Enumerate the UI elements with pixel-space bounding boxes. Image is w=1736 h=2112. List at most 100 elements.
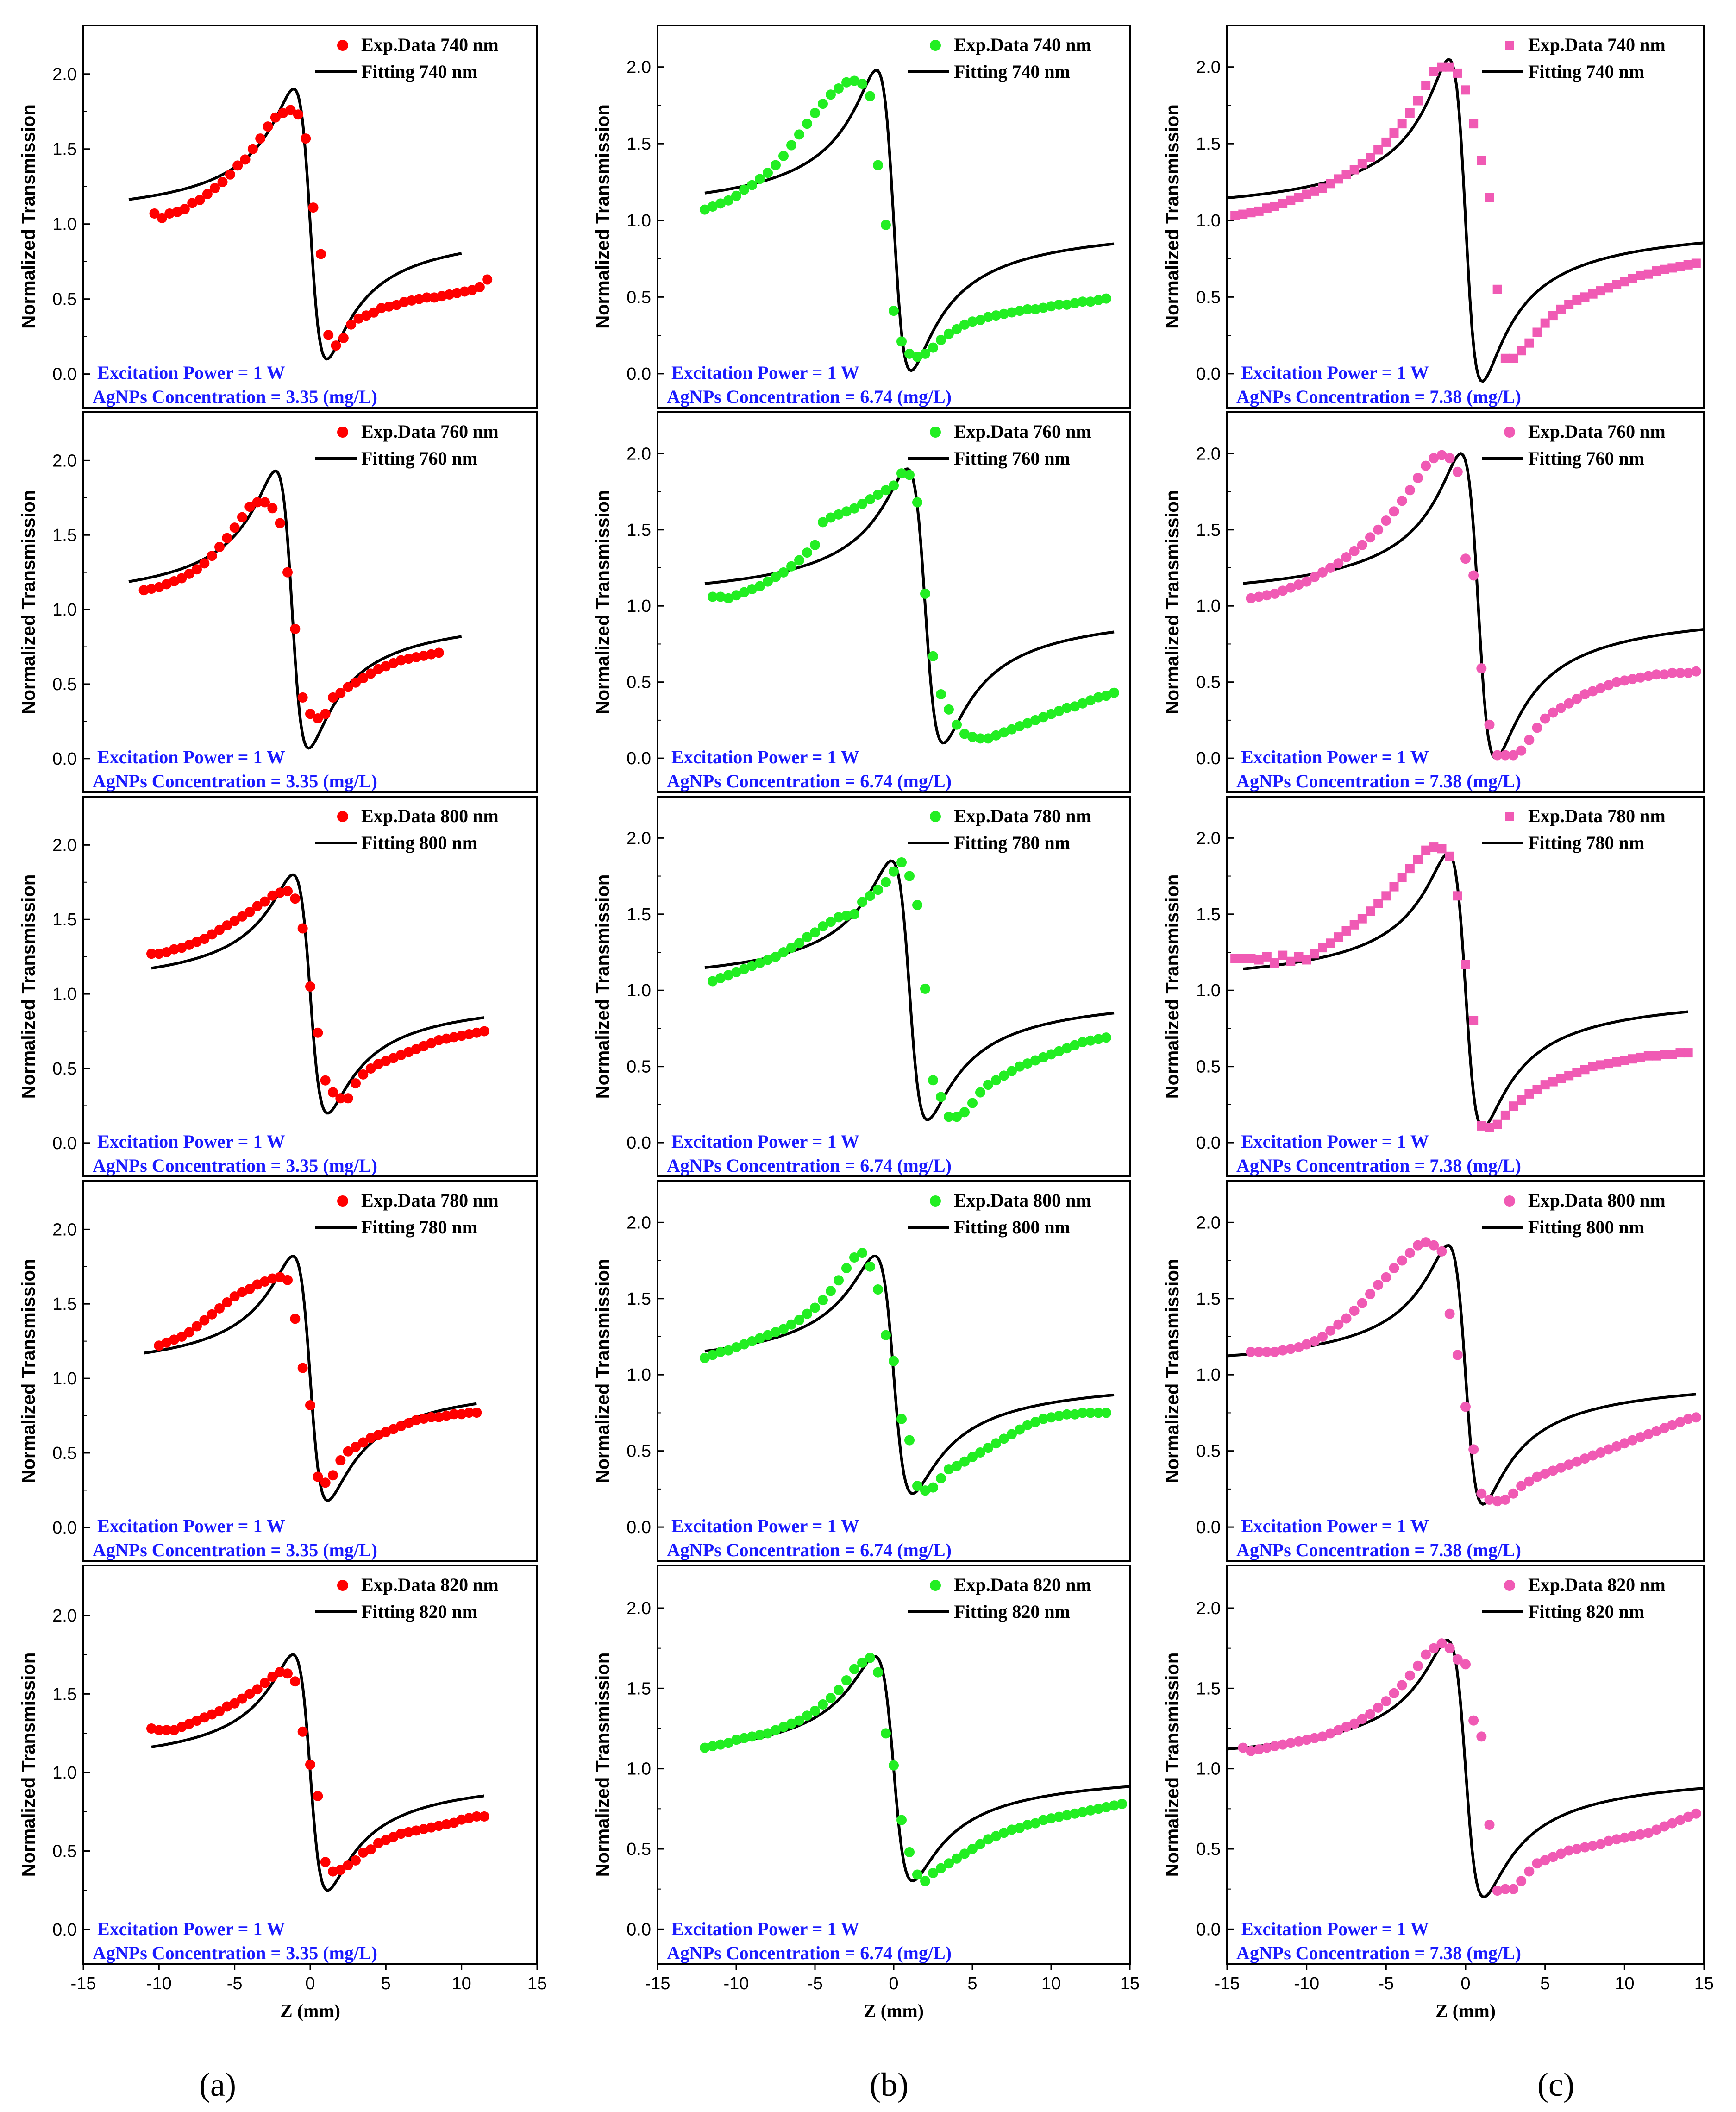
x-tick-label: 0 (305, 1974, 315, 1993)
y-tick-label: 0.5 (627, 1057, 651, 1077)
data-point (1085, 695, 1096, 706)
chart-a2: 0.0 0.5 1.0 1.5 2.0 Normalized Transmission Ex… (19, 411, 538, 793)
data-point (1619, 675, 1630, 686)
data-point (944, 328, 954, 339)
fit-line (1227, 1244, 1697, 1506)
annotation-power: Excitation Power = 1 W (1241, 747, 1429, 767)
data-point (237, 911, 247, 922)
data-point (474, 282, 485, 292)
data-point (1030, 1055, 1040, 1066)
data-point (343, 1446, 353, 1457)
data-point (991, 310, 1001, 321)
data-point (826, 512, 836, 523)
data-point (967, 316, 978, 327)
x-tick-label: -15 (645, 1974, 671, 1993)
data-point (456, 1814, 467, 1825)
data-point (1101, 691, 1111, 701)
data-point (1030, 715, 1040, 725)
data-point (1683, 1414, 1693, 1424)
data-point (1683, 260, 1693, 270)
data-point (983, 1834, 993, 1845)
data-point (1333, 1319, 1344, 1330)
data-point (763, 168, 773, 178)
data-point (1262, 952, 1272, 962)
data-point (1294, 952, 1304, 962)
data-point (297, 692, 308, 703)
data-point (1492, 1886, 1503, 1896)
data-point (1612, 280, 1622, 289)
data-point (755, 581, 765, 591)
annotation-power: Excitation Power = 1 W (97, 1131, 285, 1152)
data-point (1452, 466, 1463, 477)
data-point (1524, 1476, 1535, 1487)
data-point (896, 336, 907, 347)
data-point (1078, 296, 1088, 307)
data-point (1397, 496, 1407, 506)
fit-line (704, 1254, 1115, 1495)
data-point (1101, 1032, 1111, 1043)
data-point (959, 729, 970, 739)
data-point (426, 1412, 437, 1422)
data-point (865, 891, 875, 901)
data-point (1485, 1123, 1494, 1132)
data-point (1500, 1884, 1510, 1894)
data-point (920, 1485, 930, 1496)
x-tick-label: 0 (889, 1974, 898, 1993)
data-point (723, 1345, 733, 1356)
data-point (1007, 1066, 1017, 1076)
data-point (192, 564, 202, 575)
data-point (199, 1315, 210, 1326)
x-tick-label: 10 (1041, 1974, 1061, 1993)
data-point (936, 335, 946, 346)
data-point (1588, 289, 1598, 299)
data-point (786, 943, 796, 953)
legend-marker (337, 1195, 348, 1207)
data-point (826, 89, 836, 100)
data-point (1548, 1465, 1558, 1476)
chart-a5: 0.0 0.5 1.0 1.5 2.0 -15 -10 -5 0 5 10 15 Z (mm) Norma… (19, 1565, 547, 2021)
data-point (794, 1314, 804, 1325)
data-point (225, 169, 235, 180)
data-point (1556, 304, 1566, 314)
data-point (857, 1657, 867, 1668)
data-point (1460, 1659, 1471, 1670)
data-point (1261, 1346, 1272, 1357)
data-point (755, 1333, 765, 1344)
data-point (1667, 263, 1677, 273)
y-axis-label: Normalized Transmission (1162, 104, 1183, 329)
y-tick-label: 1.5 (52, 1685, 77, 1704)
data-point (482, 274, 493, 285)
data-point (786, 1319, 796, 1330)
data-point (912, 352, 922, 362)
data-point (1270, 1741, 1280, 1752)
chart-frame (1226, 411, 1705, 793)
legend-label: Exp.Data 760 nm (1528, 421, 1666, 442)
data-point (857, 897, 867, 907)
data-point (426, 649, 437, 660)
data-point (323, 330, 334, 340)
data-point (873, 1284, 883, 1295)
legend-label: Fitting 760 nm (361, 448, 477, 469)
data-point (912, 1869, 922, 1880)
data-point (1054, 1046, 1064, 1056)
chart-a3: 0.0 0.5 1.0 1.5 2.0 Normalized Transmission Ex… (19, 796, 538, 1177)
data-point (1015, 1424, 1025, 1435)
data-point (896, 468, 907, 479)
data-point (920, 983, 930, 994)
x-tick-label: -5 (227, 1974, 243, 1993)
legend-label: Fitting 780 nm (954, 832, 1070, 853)
data-point (1062, 1810, 1072, 1821)
data-point (708, 591, 718, 602)
data-point (1278, 199, 1288, 208)
data-point (928, 1868, 938, 1878)
annotation-power: Excitation Power = 1 W (97, 1918, 285, 1939)
data-point (351, 1078, 361, 1089)
fit-line (151, 1653, 485, 1892)
data-point (471, 1811, 482, 1822)
chart-frame (1226, 25, 1705, 409)
data-point (1285, 1344, 1296, 1354)
data-point (1421, 81, 1431, 90)
data-point (881, 220, 891, 230)
data-point (456, 1409, 467, 1420)
y-tick-label: 1.0 (1196, 597, 1221, 616)
